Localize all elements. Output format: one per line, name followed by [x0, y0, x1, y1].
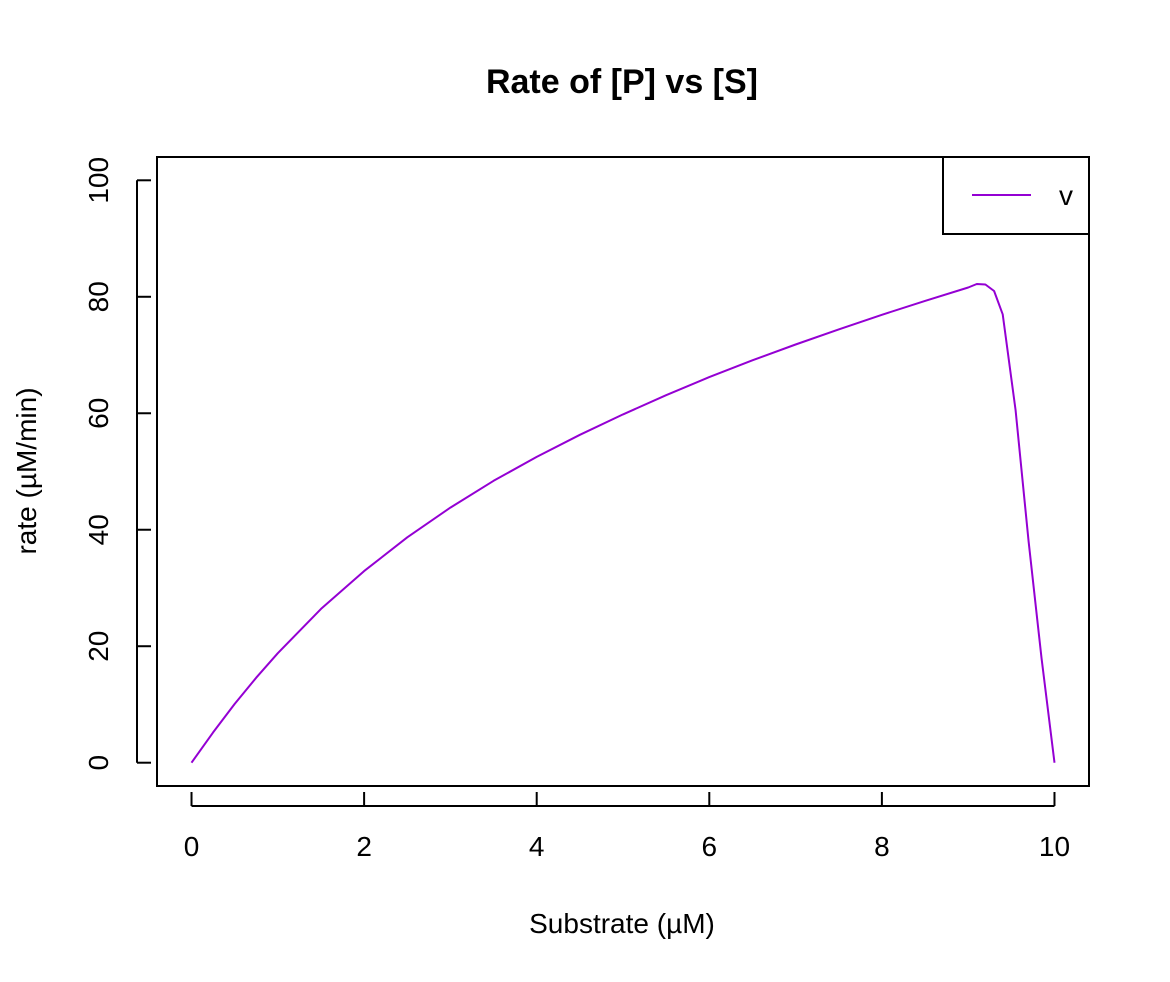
- series-layer: [190, 283, 1056, 764]
- x-tick-label: 2: [356, 831, 372, 862]
- x-axis-label: Substrate (µM): [529, 908, 715, 939]
- legend: v: [942, 156, 1090, 235]
- chart-title: Rate of [P] vs [S]: [486, 63, 758, 101]
- x-tick-label: 4: [529, 831, 545, 862]
- x-tick-label: 6: [702, 831, 718, 862]
- x-tick-label: 10: [1039, 831, 1070, 862]
- y-tick-label: 80: [83, 281, 114, 312]
- plot-frame: [156, 156, 1090, 787]
- y-tick-label: 0: [83, 755, 114, 771]
- y-tick-label: 40: [83, 514, 114, 545]
- x-tick-label: 0: [184, 831, 200, 862]
- series-line-v: [190, 283, 1056, 764]
- y-tick-label: 20: [83, 631, 114, 662]
- y-tick-label: 100: [83, 157, 114, 204]
- y-tick-label: 60: [83, 398, 114, 429]
- legend-series-label: v: [1059, 180, 1073, 211]
- x-tick-label: 8: [874, 831, 890, 862]
- y-axis: 0 20 40 60 80 100: [83, 157, 151, 771]
- y-axis-label: rate (µM/min): [11, 387, 42, 554]
- x-axis: 0 2 4 6 8 10: [184, 792, 1070, 862]
